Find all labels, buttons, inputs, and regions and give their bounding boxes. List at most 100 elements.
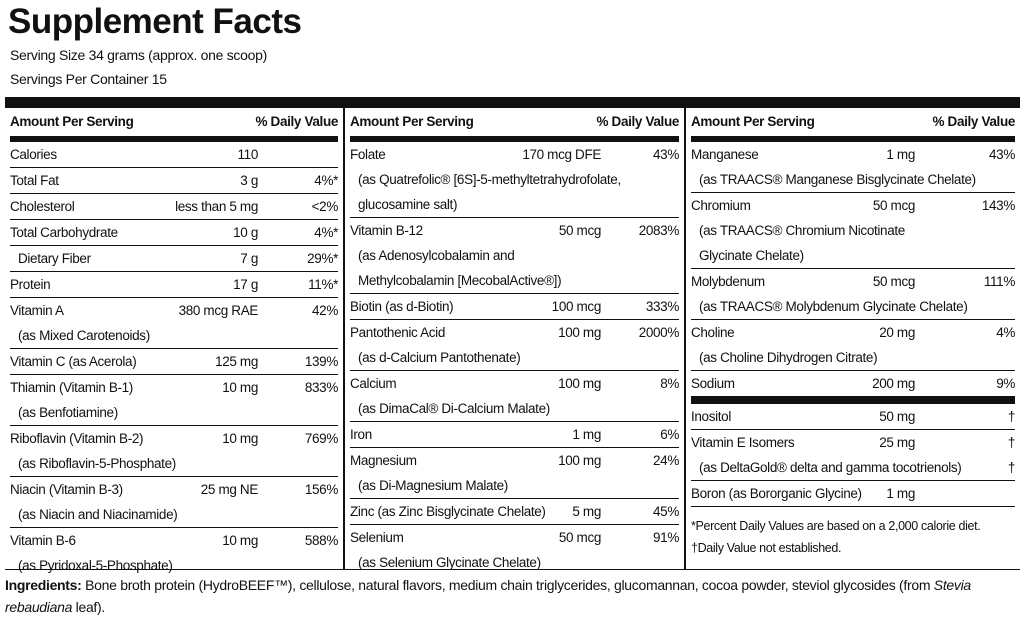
nutrient-line: Inositol 50 mg † bbox=[691, 404, 1015, 429]
nutrient-amount: 20 mg bbox=[879, 325, 915, 340]
nutrient-name: Magnesium bbox=[350, 453, 417, 468]
source-text: Glycinate Chelate) bbox=[699, 248, 804, 263]
nutrient-amount: 10 mg bbox=[222, 431, 258, 446]
nutrient-amount: 1 mg bbox=[572, 427, 601, 442]
nutrient-name: Zinc (as Zinc Bisglycinate Chelate) bbox=[350, 504, 546, 519]
nutrient-line: Vitamin A 380 mcg RAE 42% bbox=[10, 298, 338, 323]
nutrient-row: Inositol 50 mg † bbox=[691, 404, 1015, 430]
nutrient-row: Zinc (as Zinc Bisglycinate Chelate) 5 mg 4… bbox=[350, 499, 679, 525]
nutrient-line: Selenium 50 mcg 91% bbox=[350, 525, 679, 550]
daily-value: 91% bbox=[653, 530, 679, 545]
nutrient-source: Methylcobalamin [MecobalActive®]) bbox=[350, 268, 679, 293]
nutrient-name: Calcium bbox=[350, 376, 397, 391]
nutrient-row: Boron (as Bororganic Glycine) 1 mg bbox=[691, 481, 1015, 507]
title: Supplement Facts bbox=[8, 2, 302, 41]
nutrient-source: (as Riboflavin-5-Phosphate) bbox=[10, 451, 338, 476]
nutrient-row: Total Carbohydrate 10 g 4%* bbox=[10, 220, 338, 246]
nutrient-name: Calories bbox=[10, 147, 57, 162]
daily-value: 833% bbox=[304, 380, 338, 395]
nutrient-amount: 50 mcg bbox=[558, 530, 602, 545]
nutrient-name: Total Fat bbox=[10, 173, 59, 188]
source-text: (as TRAACS® Manganese Bisglycinate Chela… bbox=[699, 172, 976, 187]
nutrient-row: Cholesterol less than 5 mg <2% bbox=[10, 194, 338, 220]
nutrient-line: Vitamin B-12 50 mcg 2083% bbox=[350, 218, 679, 243]
nutrient-source: (as DeltaGold® delta and gamma tocotrien… bbox=[691, 455, 1015, 480]
nutrient-name: Vitamin E Isomers bbox=[691, 435, 795, 450]
source-text: (as Benfotiamine) bbox=[18, 405, 118, 420]
nutrient-line: Vitamin C (as Acerola) 125 mg 139% bbox=[10, 349, 338, 374]
nutrient-source: (as Selenium Glycinate Chelate) bbox=[350, 550, 679, 575]
nutrient-line: Sodium 200 mg 9% bbox=[691, 371, 1015, 396]
nutrient-name: Biotin (as d-Biotin) bbox=[350, 299, 454, 314]
nutrient-source: (as TRAACS® Manganese Bisglycinate Chela… bbox=[691, 167, 1015, 192]
nutrient-amount: 200 mg bbox=[872, 376, 915, 391]
source-text: (as TRAACS® Molybdenum Glycinate Chelate… bbox=[699, 299, 968, 314]
nutrient-name: Selenium bbox=[350, 530, 404, 545]
header-amount: Amount Per Serving bbox=[350, 114, 474, 129]
nutrient-name: Niacin (Vitamin B-3) bbox=[10, 482, 123, 497]
nutrient-row: Calcium 100 mg 8% (as DimaCal® Di-Calcium M… bbox=[350, 371, 679, 422]
daily-value: 42% bbox=[312, 303, 338, 318]
nutrient-amount: 10 mg bbox=[222, 380, 258, 395]
nutrient-name: Molybdenum bbox=[691, 274, 765, 289]
column-header: Amount Per Serving % Daily Value bbox=[350, 108, 679, 142]
nutrient-line: Dietary Fiber 7 g 29%* bbox=[10, 246, 338, 271]
source-text: (as Adenosylcobalamin and bbox=[358, 248, 515, 263]
source-text: (as Choline Dihydrogen Citrate) bbox=[699, 350, 878, 365]
nutrient-source: Glycinate Chelate) bbox=[691, 243, 1015, 268]
daily-value: 769% bbox=[304, 431, 338, 446]
nutrient-line: Vitamin B-6 10 mg 588% bbox=[10, 528, 338, 553]
nutrient-line: Manganese 1 mg 43% bbox=[691, 142, 1015, 167]
nutrient-line: Zinc (as Zinc Bisglycinate Chelate) 5 mg 4… bbox=[350, 499, 679, 524]
nutrient-line: Niacin (Vitamin B-3) 25 mg NE 156% bbox=[10, 477, 338, 502]
nutrient-source: (as Pyridoxal-5-Phosphate) bbox=[10, 553, 338, 578]
nutrient-source: (as Di-Magnesium Malate) bbox=[350, 473, 679, 498]
nutrient-amount: 17 g bbox=[233, 277, 258, 292]
daily-value: 4%* bbox=[314, 173, 338, 188]
daily-value: 24% bbox=[653, 453, 679, 468]
nutrient-name: Choline bbox=[691, 325, 735, 340]
nutrient-amount: 50 mcg bbox=[872, 198, 916, 213]
rule bbox=[5, 97, 1020, 108]
nutrient-line: Folate 170 mcg DFE 43% bbox=[350, 142, 679, 167]
nutrient-line: Iron 1 mg 6% bbox=[350, 422, 679, 447]
nutrient-source: (as TRAACS® Molybdenum Glycinate Chelate… bbox=[691, 294, 1015, 319]
nutrient-line: Total Fat 3 g 4%* bbox=[10, 168, 338, 193]
nutrient-row: Vitamin A 380 mcg RAE 42% (as Mixed Caroten… bbox=[10, 298, 338, 349]
source-text: (as d-Calcium Pantothenate) bbox=[358, 350, 521, 365]
nutrient-line: Magnesium 100 mg 24% bbox=[350, 448, 679, 473]
header-amount: Amount Per Serving bbox=[691, 114, 815, 129]
nutrient-name: Thiamin (Vitamin B-1) bbox=[10, 380, 133, 395]
daily-value: 45% bbox=[653, 504, 679, 519]
nutrient-row: Niacin (Vitamin B-3) 25 mg NE 156% (as Niac… bbox=[10, 477, 338, 528]
daily-value: † bbox=[1007, 460, 1016, 475]
daily-value: 143% bbox=[981, 198, 1015, 213]
nutrient-name: Pantothenic Acid bbox=[350, 325, 445, 340]
servings: Servings Per Container 15 bbox=[10, 71, 167, 87]
daily-value: 8% bbox=[660, 376, 679, 391]
source-text: (as Di-Magnesium Malate) bbox=[358, 478, 508, 493]
source-text: (as DimaCal® Di-Calcium Malate) bbox=[358, 401, 550, 416]
nutrient-name: Total Carbohydrate bbox=[10, 225, 118, 240]
nutrient-amount: 5 mg bbox=[572, 504, 601, 519]
nutrient-name: Sodium bbox=[691, 376, 735, 391]
daily-value: 2083% bbox=[638, 223, 680, 238]
nutrient-row: Dietary Fiber 7 g 29%* bbox=[10, 246, 338, 272]
nutrient-line: Choline 20 mg 4% bbox=[691, 320, 1015, 345]
nutrient-amount: 100 mg bbox=[558, 325, 601, 340]
nutrient-amount: 25 mg bbox=[879, 435, 915, 450]
header-amount: Amount Per Serving bbox=[10, 114, 134, 129]
nutrient-source: (as DimaCal® Di-Calcium Malate) bbox=[350, 396, 679, 421]
nutrient-amount: 7 g bbox=[240, 251, 258, 266]
nutrient-row: Vitamin E Isomers 25 mg † (as DeltaGold® de… bbox=[691, 430, 1015, 481]
source-text: (as Mixed Carotenoids) bbox=[18, 328, 150, 343]
column: Amount Per Serving % Daily Value Folate 170… bbox=[345, 108, 686, 570]
nutrient-source: (as Quatrefolic® [6S]-5-methyltetrahydro… bbox=[350, 167, 679, 192]
nutrient-line: Chromium 50 mcg 143% bbox=[691, 193, 1015, 218]
source-text: (as Pyridoxal-5-Phosphate) bbox=[18, 558, 173, 573]
serving-size: Serving Size 34 grams (approx. one scoop… bbox=[10, 47, 267, 63]
nutrient-line: Riboflavin (Vitamin B-2) 10 mg 769% bbox=[10, 426, 338, 451]
nutrient-row: Thiamin (Vitamin B-1) 10 mg 833% (as Benfot… bbox=[10, 375, 338, 426]
source-text: (as Niacin and Niacinamide) bbox=[18, 507, 178, 522]
source-text: (as Quatrefolic® [6S]-5-methyltetrahydro… bbox=[358, 172, 621, 187]
